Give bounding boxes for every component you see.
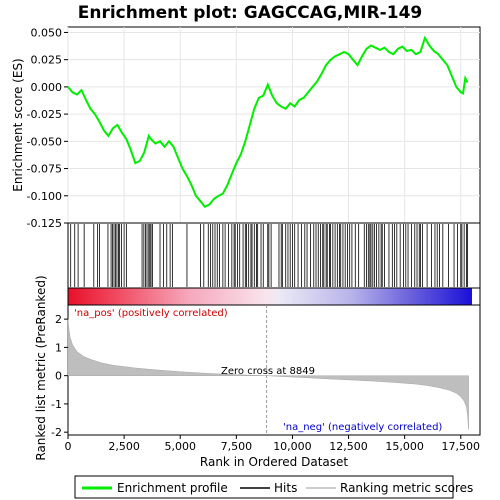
- enrichment-profile-line: [67, 35, 469, 208]
- metric-tick-label: 2: [55, 313, 62, 326]
- es-y-axis-label: Enrichment score (ES): [11, 58, 25, 191]
- es-tick-label: -0.025: [27, 108, 62, 121]
- legend-item-hits: Hits: [274, 481, 297, 495]
- neg-label: 'na_neg' (negatively correlated): [283, 422, 442, 433]
- legend: Enrichment profile Hits Ranking metric s…: [74, 475, 473, 499]
- metric-tick-label: -2: [51, 426, 62, 439]
- es-tick-label: 0.025: [31, 54, 63, 67]
- es-tick-label: -0.125: [27, 217, 62, 230]
- pos-label: 'na_pos' (positively correlated): [74, 308, 228, 319]
- es-tick-label: -0.075: [27, 163, 62, 176]
- zero-cross-label: Zero cross at 8849: [221, 366, 315, 377]
- hits-panel: [67, 222, 481, 289]
- chart-title: Enrichment plot: GAGCCAG,MIR-149: [78, 3, 422, 23]
- es-grid: [67, 27, 480, 224]
- x-tick-label: 15,000: [385, 440, 424, 453]
- es-plot-frame: [67, 26, 481, 224]
- x-tick-label: 12,500: [329, 440, 368, 453]
- metric-tick-label: -1: [51, 398, 62, 411]
- hit-lines: [70, 224, 468, 287]
- legend-box: [74, 475, 454, 499]
- metric-panel: 2 1 0 -1 -2 'na_pos' (positively correlated)…: [51, 304, 481, 439]
- x-tick-label: 7,500: [221, 440, 253, 453]
- es-panel: 0.050 0.025 0.000 -0.025 -0.050 -0.075 -0.100 -…: [27, 26, 481, 230]
- legend-item-metric: Ranking metric scores: [340, 481, 473, 495]
- es-y-ticks: 0.050 0.025 0.000 -0.025 -0.050 -0.075 -0.100 -…: [27, 26, 68, 230]
- x-axis-ticks: 0 2,500 5,000 7,500 10,000 12,500 15,000 17,500: [65, 435, 481, 453]
- es-tick-label: -0.050: [27, 135, 62, 148]
- x-tick-label: 0: [65, 440, 72, 453]
- x-tick-label: 17,500: [442, 440, 481, 453]
- x-tick-label: 10,000: [273, 440, 312, 453]
- x-tick-label: 5,000: [164, 440, 196, 453]
- metric-y-ticks: 2 1 0 -1 -2: [51, 313, 68, 439]
- x-axis-label: Rank in Ordered Dataset: [200, 455, 348, 469]
- rank-color-bar: [67, 287, 481, 306]
- hits-frame: [67, 222, 481, 289]
- color-gradient: [68, 288, 472, 305]
- es-tick-label: 0.050: [31, 26, 63, 39]
- metric-y-axis-label: Ranked list metric (PreRanked): [34, 275, 48, 460]
- ranking-metric-area: [67, 319, 469, 430]
- es-tick-label: -0.100: [27, 190, 62, 203]
- x-tick-label: 2,500: [108, 440, 140, 453]
- legend-item-enrichment: Enrichment profile: [117, 481, 228, 495]
- metric-tick-label: 0: [55, 370, 62, 383]
- es-tick-label: 0.000: [31, 81, 63, 94]
- metric-tick-label: 1: [55, 341, 62, 354]
